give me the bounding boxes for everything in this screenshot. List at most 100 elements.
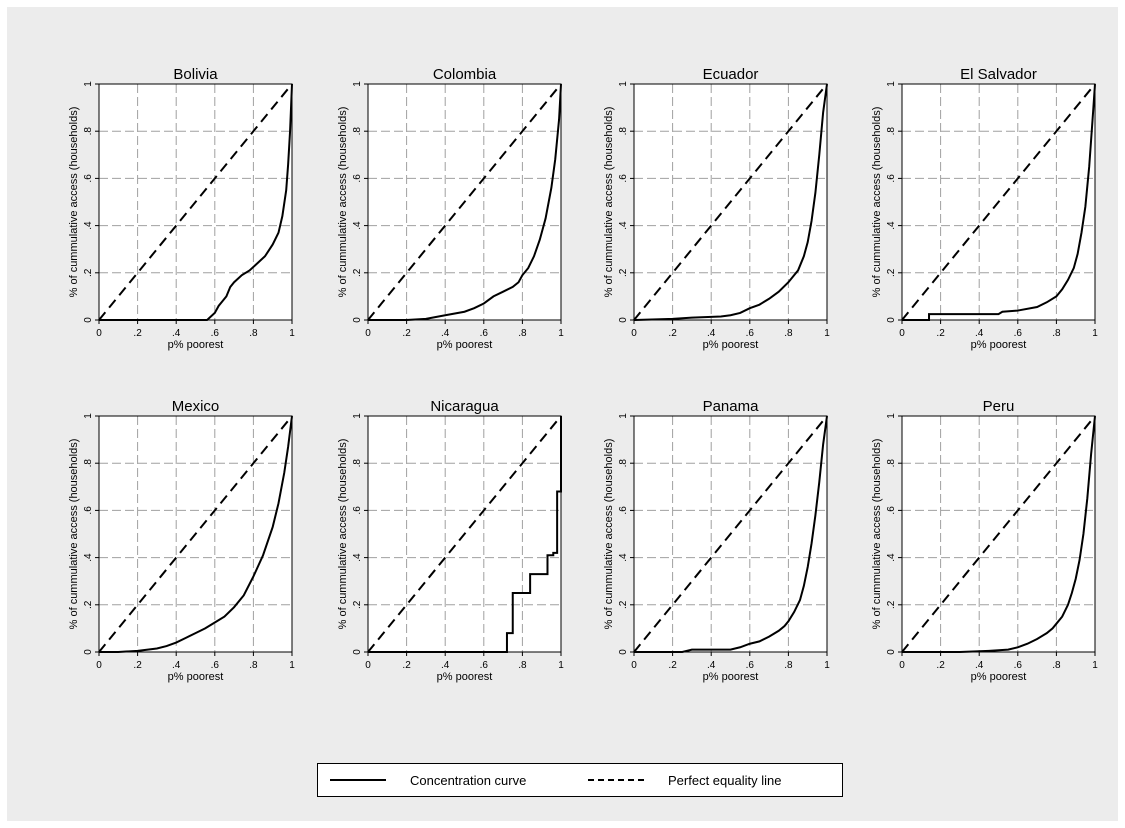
y-tick-label: .8 <box>83 127 94 136</box>
x-tick-label: .4 <box>975 660 984 671</box>
legend-item-equality: Perfect equality line <box>588 764 781 796</box>
x-tick-label: .8 <box>1052 328 1061 339</box>
x-tick-label: .4 <box>172 660 181 671</box>
equality-line <box>367 83 562 321</box>
x-axis-label: p% poorest <box>168 671 224 683</box>
x-tick-label: 0 <box>631 660 637 671</box>
x-tick-label: .8 <box>518 660 527 671</box>
x-tick-label: .6 <box>480 660 489 671</box>
y-tick-label: 0 <box>352 649 363 655</box>
panel-colombia: 0 .2 .4 .6 .8 1 0 .2 .4 .6 .8 1 Colombia p% poorest % … <box>337 66 564 351</box>
x-tick-label: 1 <box>289 328 295 339</box>
y-axis-label: % of cummulative access (households) <box>68 439 80 630</box>
panel-title: Colombia <box>433 66 497 83</box>
y-tick-label: 0 <box>83 649 94 655</box>
x-tick-label: .2 <box>133 660 142 671</box>
equality-line <box>98 415 293 653</box>
x-tick-label: 1 <box>289 660 295 671</box>
x-tick-label: .8 <box>784 660 793 671</box>
y-tick-label: .4 <box>83 221 94 230</box>
y-tick-label: .6 <box>352 506 363 515</box>
plot-frame <box>367 415 562 653</box>
y-tick-label: .6 <box>618 174 629 183</box>
concentration-curve <box>99 415 293 653</box>
y-tick-label: .8 <box>618 127 629 136</box>
y-tick-label: .8 <box>618 459 629 468</box>
equality-line <box>633 415 828 653</box>
y-tick-label: 1 <box>618 81 629 87</box>
panel-peru: 0 .2 .4 .6 .8 1 0 .2 .4 .6 .8 1 Peru p% poorest % of c… <box>871 398 1098 683</box>
x-tick-label: .2 <box>668 328 677 339</box>
x-tick-label: .6 <box>746 328 755 339</box>
x-axis-label: p% poorest <box>703 671 759 683</box>
y-tick-label: .4 <box>352 553 363 562</box>
x-tick-label: .8 <box>249 660 258 671</box>
x-axis-label: p% poorest <box>437 339 493 351</box>
concentration-curve <box>368 416 562 653</box>
x-tick-label: .6 <box>1014 328 1023 339</box>
concentration-curve <box>902 415 1096 653</box>
y-tick-label: .6 <box>352 174 363 183</box>
plot-frame <box>633 83 828 321</box>
chart-panels: 0 .2 .4 .6 .8 1 0 .2 .4 .6 .8 1 Bolivia p% poorest % o… <box>68 66 1098 683</box>
x-axis-label: p% poorest <box>437 671 493 683</box>
y-tick-label: .4 <box>83 553 94 562</box>
y-tick-label: .8 <box>352 127 363 136</box>
panel-bolivia: 0 .2 .4 .6 .8 1 0 .2 .4 .6 .8 1 Bolivia p% poorest % o… <box>68 66 295 351</box>
panel-title: Peru <box>983 398 1015 415</box>
x-tick-label: 1 <box>824 328 830 339</box>
y-tick-label: 1 <box>352 413 363 419</box>
x-tick-label: .6 <box>211 328 220 339</box>
y-tick-label: .6 <box>618 506 629 515</box>
x-tick-label: 0 <box>96 328 102 339</box>
y-tick-label: .2 <box>618 600 629 609</box>
chart-figure: 0 .2 .4 .6 .8 1 0 .2 .4 .6 .8 1 Bolivia p% poorest % o… <box>7 7 1118 821</box>
x-tick-label: 1 <box>1092 660 1098 671</box>
x-tick-label: 1 <box>558 328 564 339</box>
y-tick-label: 0 <box>886 649 897 655</box>
y-tick-label: .2 <box>618 268 629 277</box>
legend-solid-swatch <box>330 779 386 781</box>
legend-label-concentration: Concentration curve <box>410 772 527 788</box>
y-axis-label: % of cummulative access (households) <box>603 439 615 630</box>
x-tick-label: .2 <box>936 660 945 671</box>
y-axis-label: % of cummulative access (households) <box>871 107 883 298</box>
x-tick-label: .2 <box>402 328 411 339</box>
x-axis-label: p% poorest <box>168 339 224 351</box>
y-tick-label: .6 <box>886 506 897 515</box>
y-tick-label: .4 <box>618 221 629 230</box>
y-axis-label: % of cummulative access (households) <box>337 439 349 630</box>
x-tick-label: .4 <box>707 328 716 339</box>
x-tick-label: .4 <box>975 328 984 339</box>
y-tick-label: .2 <box>886 268 897 277</box>
y-axis-label: % of cummulative access (households) <box>603 107 615 298</box>
x-axis-label: p% poorest <box>703 339 759 351</box>
plot-frame <box>901 415 1096 653</box>
x-tick-label: .6 <box>211 660 220 671</box>
concentration-curve <box>902 83 1096 321</box>
y-tick-label: 0 <box>83 317 94 323</box>
x-tick-label: .8 <box>1052 660 1061 671</box>
panel-title: Nicaragua <box>430 398 499 415</box>
equality-line <box>98 83 293 321</box>
y-tick-label: 1 <box>352 81 363 87</box>
x-tick-label: 0 <box>365 328 371 339</box>
plot-frame <box>98 415 293 653</box>
x-tick-label: 0 <box>365 660 371 671</box>
y-tick-label: .4 <box>886 553 897 562</box>
legend-label-equality: Perfect equality line <box>668 772 782 788</box>
x-tick-label: .2 <box>402 660 411 671</box>
legend-dashed-swatch <box>588 779 644 781</box>
panel-nicaragua: 0 .2 .4 .6 .8 1 0 .2 .4 .6 .8 1 Nicaragua p% poorest%… <box>337 398 564 683</box>
y-tick-label: 1 <box>886 81 897 87</box>
y-tick-label: .2 <box>886 600 897 609</box>
panel-title: Mexico <box>172 398 220 415</box>
panel-title: El Salvador <box>960 66 1037 83</box>
y-tick-label: 0 <box>618 649 629 655</box>
y-tick-label: .2 <box>83 600 94 609</box>
x-tick-label: .8 <box>784 328 793 339</box>
y-tick-label: .6 <box>886 174 897 183</box>
x-tick-label: .8 <box>518 328 527 339</box>
x-tick-label: .6 <box>746 660 755 671</box>
x-tick-label: .2 <box>133 328 142 339</box>
